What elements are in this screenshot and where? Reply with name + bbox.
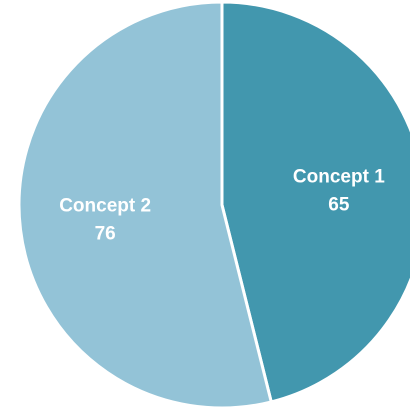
slice-label-concept-2: Concept 2 <box>59 195 151 216</box>
pie-slice-concept-2 <box>17 0 273 410</box>
pie-slices <box>17 0 410 410</box>
slice-value-concept-2: 76 <box>95 223 116 244</box>
slice-label-concept-1: Concept 1 <box>293 167 385 188</box>
slice-value-concept-1: 65 <box>328 195 350 216</box>
pie-slice-concept-1 <box>220 0 410 404</box>
pie-labels: Concept 1 65 Concept 2 76 <box>59 167 385 245</box>
